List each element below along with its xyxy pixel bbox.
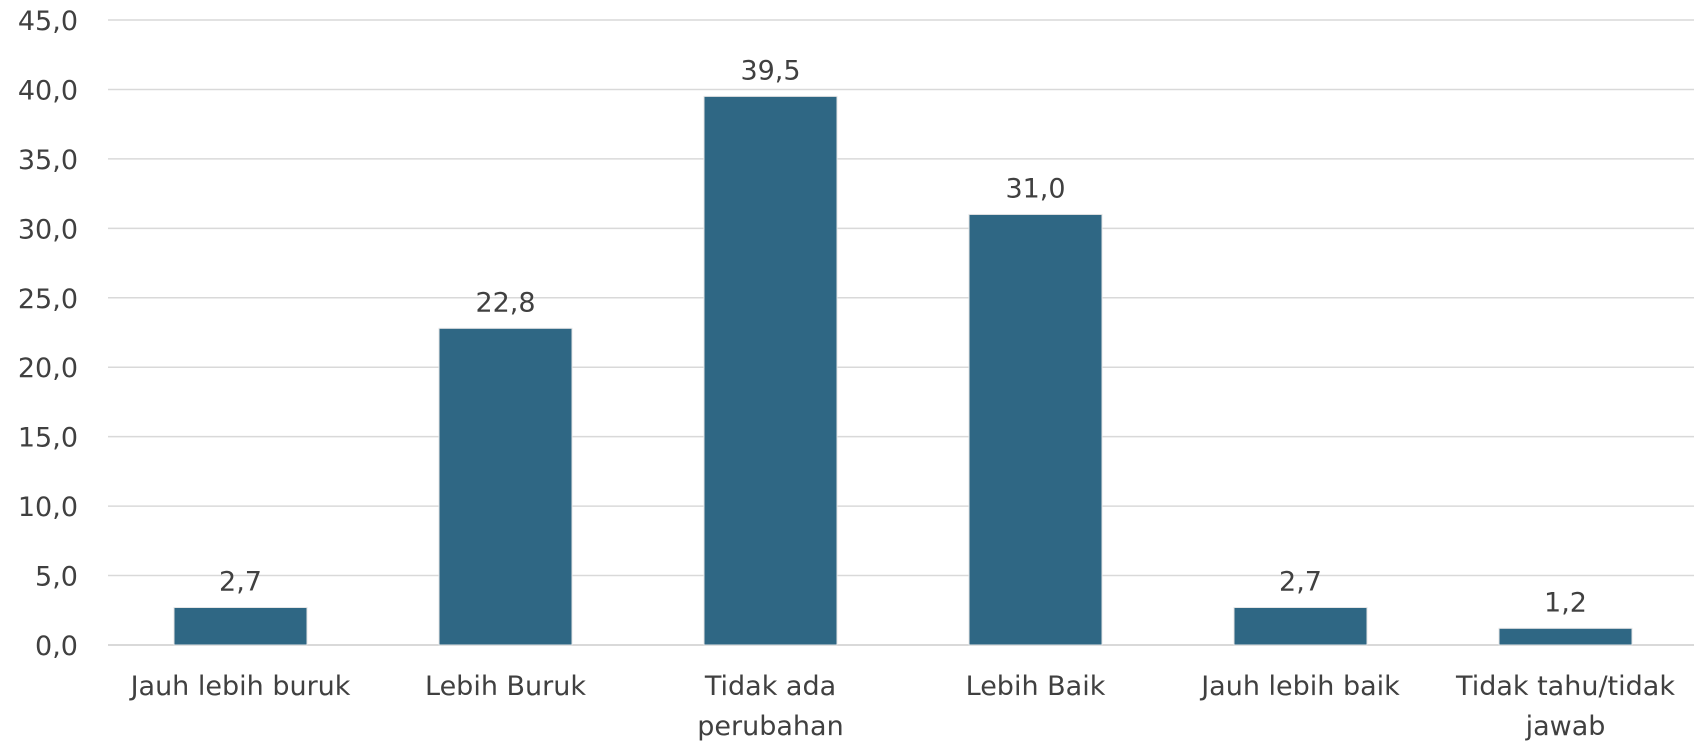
data-label: 1,2	[1544, 587, 1587, 618]
data-labels: 2,7 22,8 39,5 31,0 2,7 1,2	[219, 55, 1587, 618]
data-label: 2,7	[1279, 567, 1322, 598]
y-tick-label: 15,0	[18, 423, 78, 454]
x-category-label-line: Jauh lebih baik	[1199, 671, 1400, 702]
bar	[1498, 627, 1633, 646]
y-tick-label: 0,0	[35, 631, 78, 662]
x-category-label-line: perubahan	[697, 711, 843, 742]
data-label: 39,5	[740, 55, 800, 86]
y-tick-label: 40,0	[18, 75, 78, 106]
x-category-label: Lebih Baik	[966, 671, 1106, 702]
y-axis-ticks: 0,0 5,0 10,0 15,0 20,0 25,0 30,0 35,0 40,0 45,0	[18, 6, 78, 662]
bar	[173, 607, 308, 646]
data-label: 2,7	[219, 567, 262, 598]
x-category-label-line: Tidak ada	[704, 671, 836, 702]
bar	[1233, 607, 1368, 646]
x-category-label-line: jawab	[1525, 711, 1606, 742]
x-category-label-line: Jauh lebih buruk	[129, 671, 351, 702]
x-category-label: Lebih Buruk	[425, 671, 586, 702]
x-category-label: Jauh lebih buruk	[129, 671, 351, 702]
data-label: 22,8	[475, 287, 535, 318]
x-category-label-line: Lebih Buruk	[425, 671, 586, 702]
bar	[968, 213, 1103, 646]
x-category-label-line: Tidak tahu/tidak	[1455, 671, 1675, 702]
x-category-label: Jauh lebih baik	[1199, 671, 1400, 702]
bar	[438, 327, 573, 646]
x-category-label: Tidak tahu/tidak jawab	[1455, 671, 1675, 742]
y-tick-label: 10,0	[18, 492, 78, 523]
bar	[703, 95, 838, 646]
x-axis-categories: Jauh lebih buruk Lebih Buruk Tidak ada peru…	[129, 671, 1676, 742]
data-label: 31,0	[1005, 173, 1065, 204]
y-tick-label: 20,0	[18, 353, 78, 384]
y-tick-label: 35,0	[18, 145, 78, 176]
y-tick-label: 30,0	[18, 214, 78, 245]
y-tick-label: 45,0	[18, 6, 78, 37]
x-category-label: Tidak ada perubahan	[697, 671, 843, 742]
gridlines	[108, 19, 1694, 646]
x-category-label-line: Lebih Baik	[966, 671, 1106, 702]
y-tick-label: 5,0	[35, 562, 78, 593]
bars	[173, 95, 1633, 646]
y-tick-label: 25,0	[18, 284, 78, 315]
